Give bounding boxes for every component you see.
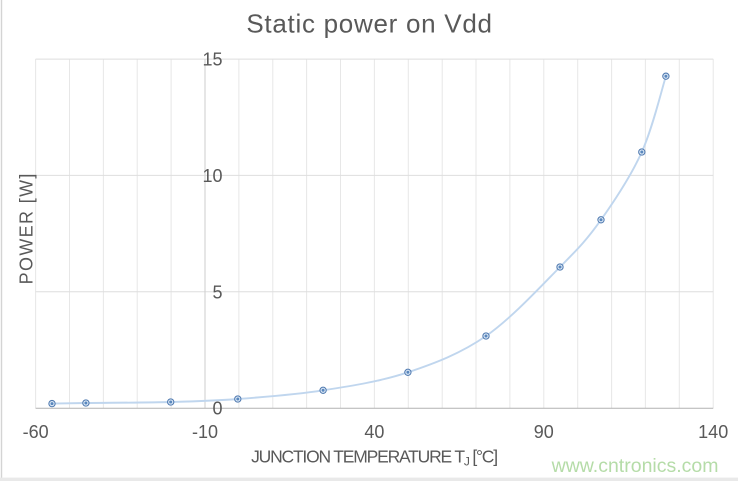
svg-text:-10: -10 [192, 422, 218, 442]
svg-text:POWER [W]: POWER [W] [16, 172, 36, 284]
svg-text:90: 90 [534, 422, 554, 442]
svg-text:0: 0 [212, 399, 222, 419]
svg-text:JUNCTION TEMPERATURE TJ [°C]: JUNCTION TEMPERATURE TJ [°C] [251, 447, 497, 469]
svg-text:-60: -60 [23, 422, 49, 442]
svg-text:40: 40 [364, 422, 384, 442]
svg-text:www.cntronics.com: www.cntronics.com [551, 455, 719, 477]
svg-text:140: 140 [698, 422, 728, 442]
svg-text:15: 15 [202, 50, 222, 70]
svg-text:10: 10 [202, 166, 222, 186]
svg-text:Static power on Vdd: Static power on Vdd [246, 9, 492, 39]
svg-text:5: 5 [212, 282, 222, 302]
